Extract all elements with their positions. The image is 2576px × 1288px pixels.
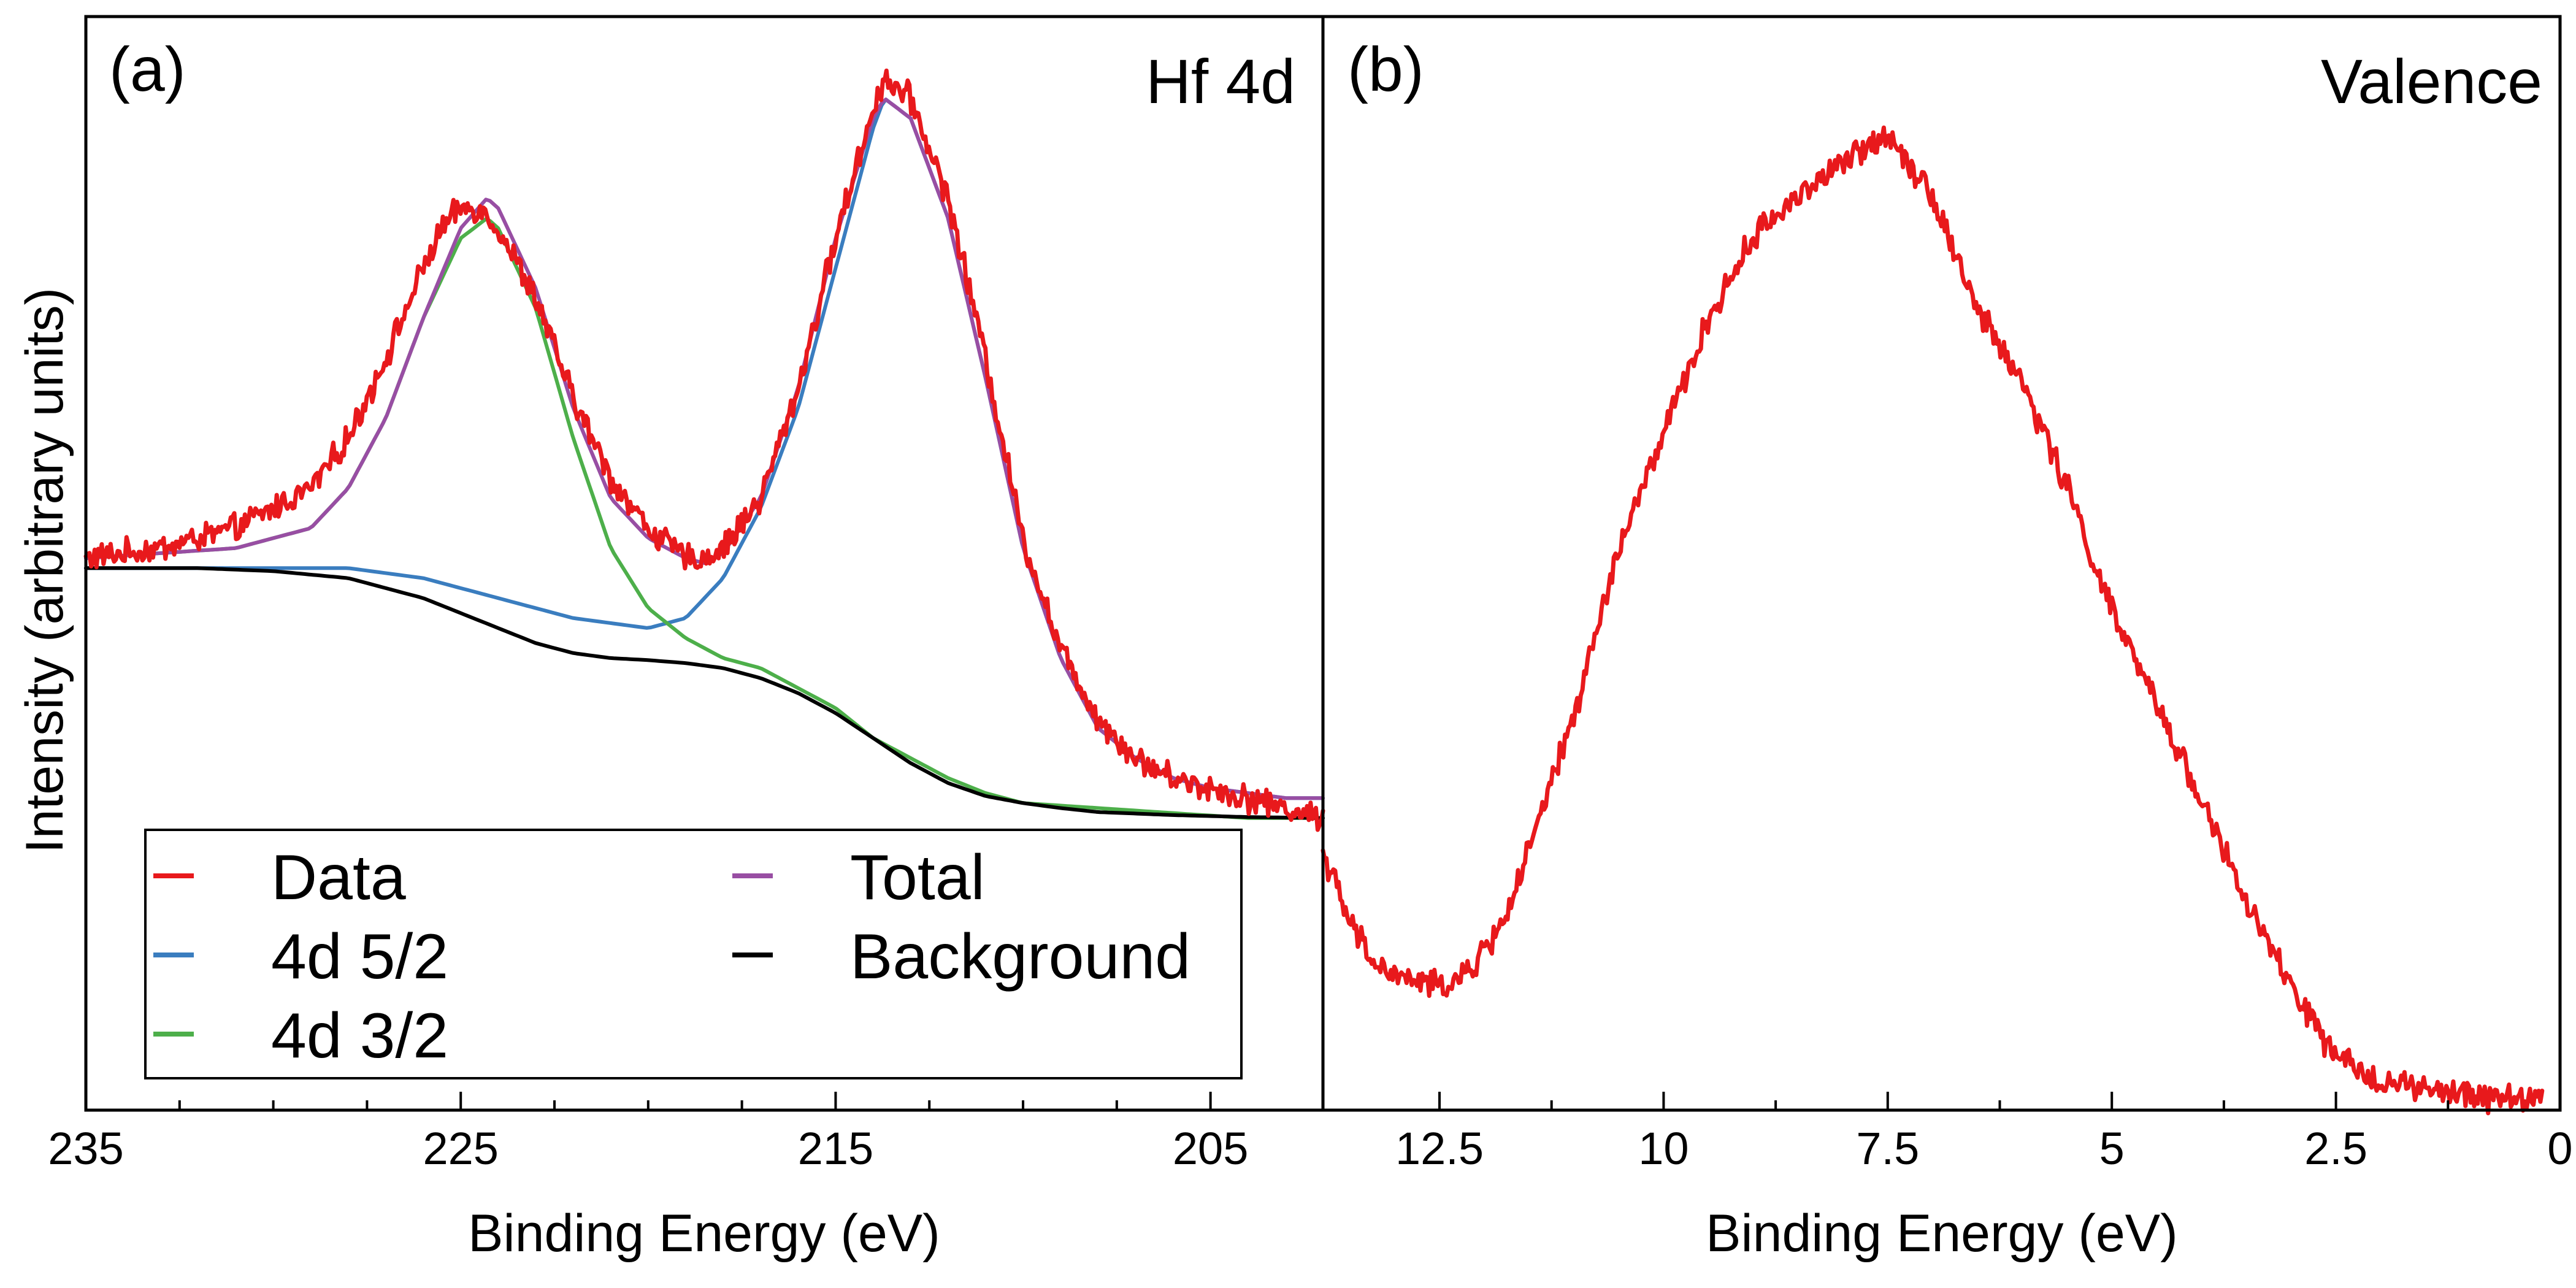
legend-box	[144, 829, 1243, 1079]
panel-a-plot-area	[83, 68, 1325, 832]
panel-b-x-tick-label: 12.5	[1395, 1123, 1484, 1174]
panel-a-x-axis: 235 225 215 205	[48, 1092, 1248, 1174]
panel-b-valence: 12.5 10 7.5 5 2.5 0 (b) Valence Binding Energ…	[1321, 15, 2573, 1263]
legend-entry-total: Total	[732, 842, 985, 913]
panel-b-label: (b)	[1347, 34, 1424, 104]
panel-a-x-tick-label: 205	[1173, 1123, 1248, 1174]
legend-entry-background: Background	[732, 921, 1190, 992]
panel-a-x-tick-label: 225	[423, 1123, 498, 1174]
legend-entry-4d32: 4d 3/2	[153, 1000, 448, 1071]
panel-b-title: Valence	[2321, 47, 2542, 117]
panel-b-x-tick-label: 2.5	[2304, 1123, 2367, 1174]
panel-b-series-data	[1321, 125, 2545, 1116]
legend: Data 4d 5/2 4d 3/2 Total Background	[144, 829, 1243, 1079]
legend-label-4d32: 4d 3/2	[271, 1000, 448, 1071]
legend-label-background: Background	[850, 921, 1190, 992]
panel-a-x-tick-label: 235	[48, 1123, 123, 1174]
panel-a-series-background	[84, 566, 1325, 820]
legend-label-total: Total	[850, 842, 985, 913]
panel-b-x-tick-label: 5	[2099, 1123, 2125, 1174]
legend-label-4d52: 4d 5/2	[271, 921, 448, 992]
panel-a-label: (a)	[109, 34, 186, 104]
panel-a-x-tick-label: 215	[798, 1123, 873, 1174]
legend-entry-4d52: 4d 5/2	[153, 921, 448, 992]
panel-a-x-axis-title: Binding Energy (eV)	[468, 1204, 940, 1263]
legend-entry-data: Data	[153, 842, 406, 913]
panel-b-x-tick-label: 10	[1638, 1123, 1689, 1174]
panel-b-frame	[1321, 15, 2562, 1112]
panel-a-hf4d: 235 225 215 205 (a) Hf 4d Binding Energy (e…	[48, 15, 1325, 1263]
panel-b-plot-area	[1321, 125, 2545, 1116]
panel-b-x-tick-label: 7.5	[1856, 1123, 1919, 1174]
panel-b-x-axis-title: Binding Energy (eV)	[1706, 1204, 2178, 1263]
panel-a-series-data	[83, 68, 1325, 832]
panel-b-x-tick-label: 0	[2547, 1123, 2572, 1174]
panel-a-title: Hf 4d	[1146, 47, 1295, 117]
y-axis-title: Intensity (arbitrary units)	[15, 288, 74, 853]
legend-label-data: Data	[271, 842, 406, 913]
panel-b-x-axis: 12.5 10 7.5 5 2.5 0	[1395, 1092, 2573, 1174]
